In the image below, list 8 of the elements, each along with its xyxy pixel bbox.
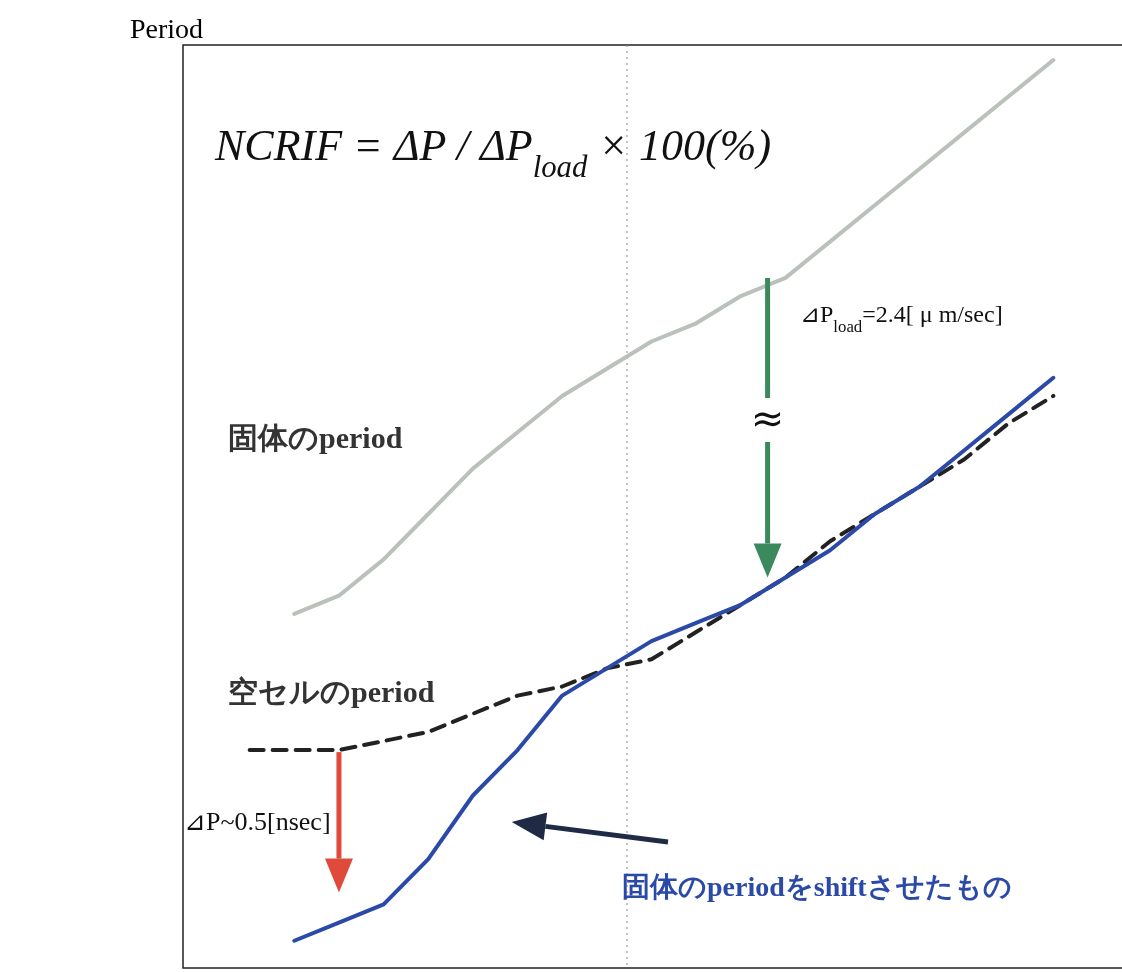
y-axis-title: Period xyxy=(130,13,204,44)
annotation: NCRIF = ΔP / ΔP$_{load}$ × 100(%) xyxy=(214,121,772,184)
annotation: 固体のperiodをshiftさせたもの xyxy=(622,871,1012,902)
annotation: ≈ xyxy=(750,395,785,441)
annotation: ⊿P~0.5[nsec] xyxy=(184,807,331,836)
annotation: 固体のperiod xyxy=(228,421,403,454)
annotation: ⊿P$_{load}$=2.4[ μ m/sec] xyxy=(800,301,1003,336)
annotation: 空セルのperiod xyxy=(228,675,435,708)
